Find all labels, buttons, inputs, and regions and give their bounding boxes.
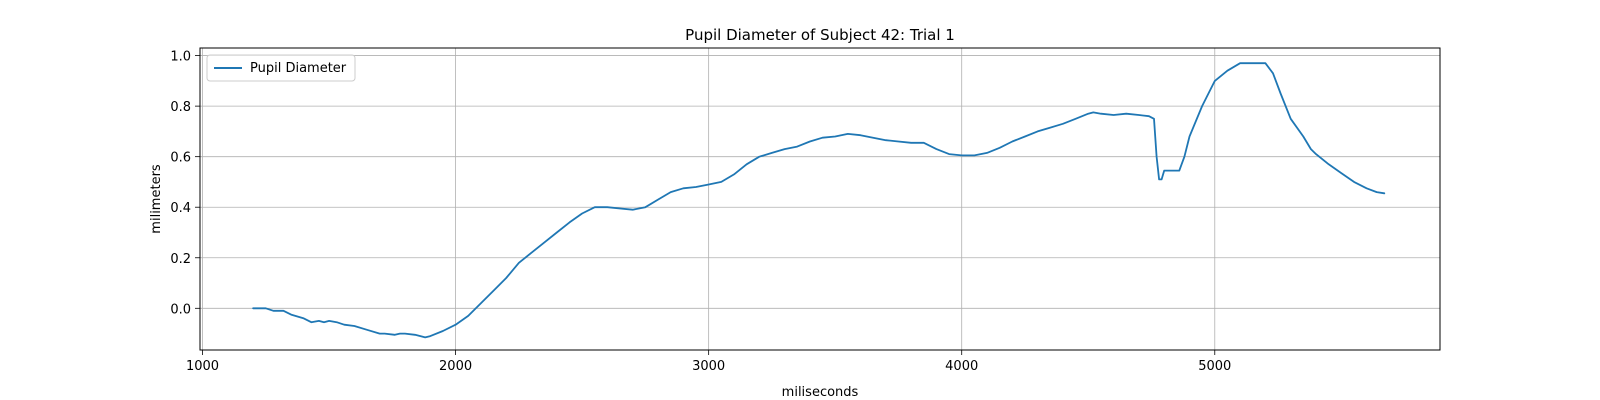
x-tick-label: 2000: [439, 359, 472, 374]
x-tick-label: 4000: [945, 359, 978, 374]
y-tick-label: 0.6: [170, 151, 191, 166]
legend-box: [206, 54, 356, 82]
x-tick-label: 1000: [186, 359, 219, 374]
grid-layer: [200, 48, 1440, 350]
plot-frame: [199, 47, 1441, 351]
legend-label: Pupil Diameter: [250, 61, 347, 76]
series-layer: [252, 62, 1386, 339]
y-tick-label: 0.0: [170, 302, 191, 317]
tick-layer: 1000 2000 3000 4000 5000 0.0 0.2 0.4 0.6 0.8 1.0: [170, 50, 1231, 374]
chart-title: Pupil Diameter of Subject 42: Trial 1: [685, 26, 955, 44]
x-tick-label: 3000: [692, 359, 725, 374]
x-axis-label: miliseconds: [782, 385, 859, 400]
y-axis-label: milimeters: [149, 164, 164, 234]
y-tick-label: 0.4: [170, 201, 191, 216]
x-tick-label: 5000: [1198, 359, 1231, 374]
legend: Pupil Diameter: [206, 54, 356, 82]
y-tick-label: 0.2: [170, 252, 191, 267]
y-tick-label: 1.0: [170, 50, 191, 65]
series-line-pupil-diameter: [252, 62, 1386, 339]
y-tick-label: 0.8: [170, 100, 191, 115]
